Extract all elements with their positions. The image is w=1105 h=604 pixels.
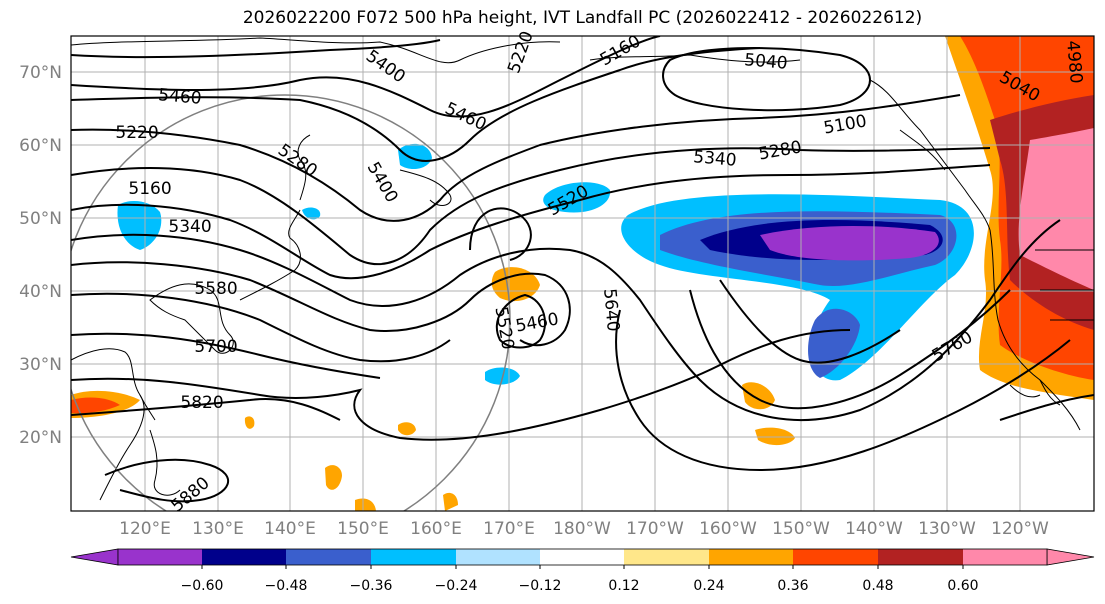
contour-label: 5460 [157,85,202,109]
contour-label-text: 5640 [599,288,623,333]
colorbar-segment [878,549,963,565]
contour-label-text: 5460 [157,85,202,109]
colorbar-segment [202,549,286,565]
colorbar-segment [371,549,456,565]
lon-label: 140°W [845,519,903,539]
contour-label-text: 5700 [194,337,237,357]
colorbar-extend-right [1046,548,1095,566]
lon-label: 150°E [337,519,389,539]
contour-label-text: 5040 [743,50,788,74]
lon-label: 130°E [192,519,244,539]
lon-label: 180°W [553,519,611,539]
contour-label: 5640 [599,288,623,333]
latitude-labels: 70°N 60°N 50°N 40°N 30°N 20°N [19,63,62,448]
map-frame [70,35,1095,512]
colorbar-tick-label: −0.48 [265,578,308,594]
colorbar-segment [709,549,793,565]
contour-label-text: 5820 [180,393,223,413]
colorbar-tick-label: 0.60 [947,578,978,594]
lon-label: 120°W [991,519,1049,539]
colorbar-outline [117,548,1048,566]
lon-label: 160°W [699,519,757,539]
colorbar-segment [793,549,878,565]
contour-label-text: 4980 [1062,40,1086,85]
colorbar-segment [963,549,1047,565]
colorbar-tick-label: 0.24 [693,578,724,594]
colorbar-tick-label: 0.36 [777,578,808,594]
lat-label: 40°N [19,282,62,302]
graticule [71,36,1094,511]
colorbar-tick-label: 0.12 [608,578,639,594]
contour-label-text: 5220 [115,123,158,143]
contour-label: 5220 [115,123,158,143]
contour-label: 5580 [194,279,237,299]
lon-label: 140°E [264,519,316,539]
contour-label-text: 5580 [194,279,237,299]
contour-label: 5820 [180,393,223,413]
colorbar-tick-label: 0.48 [862,578,893,594]
colorbar-tick-label: −0.36 [350,578,393,594]
colorbar-segment [456,549,540,565]
lon-label: 150°W [772,519,830,539]
lat-label: 50°N [19,209,62,229]
contour-label-text: 5340 [692,147,737,171]
lat-label: 20°N [19,428,62,448]
contour-label: 5340 [168,217,211,237]
colorbar-extend-left [70,548,119,566]
contour-label-text: 5160 [128,179,171,199]
lon-label: 170°E [483,519,535,539]
contour-label: 5340 [692,147,737,171]
colorbar: −0.60 −0.48 −0.36 −0.24 −0.12 0.12 0.24 0.36 0.4… [70,548,1095,594]
colorbar-segment [118,549,202,565]
contour-label: 5700 [194,337,237,357]
lon-label: 120°E [119,519,171,539]
colorbar-tick-label: −0.12 [519,578,562,594]
contour-label-text: 5340 [168,217,211,237]
colorbar-segment [540,549,624,565]
lat-label: 30°N [19,355,62,375]
longitude-labels: 120°E 130°E 140°E 150°E 160°E 170°E 180°W 170°W… [119,519,1049,539]
colorbar-segment [286,549,371,565]
contour-label: 5160 [128,179,171,199]
lon-label: 170°W [626,519,684,539]
lon-label: 130°W [918,519,976,539]
colorbar-tick-label: −0.60 [181,578,224,594]
lat-label: 70°N [19,63,62,83]
region-circle [71,94,511,511]
colorbar-tick-label: −0.24 [435,578,478,594]
lon-label: 160°E [410,519,462,539]
map-title: 2026022200 F072 500 hPa height, IVT Land… [242,8,923,28]
height-contours [71,36,1094,503]
lat-label: 60°N [19,136,62,156]
contour-label: 4980 [1062,40,1086,85]
contour-label: 5040 [743,50,788,74]
colorbar-segment [624,549,709,565]
